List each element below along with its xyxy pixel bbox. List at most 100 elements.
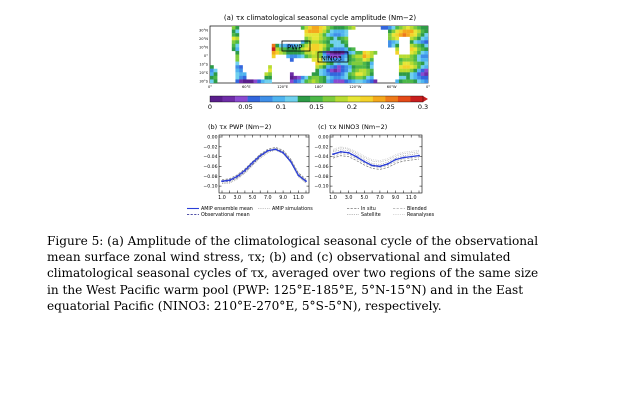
colorbar-tick-labels: 0 0.05 0.1 0.15 0.2 0.25 0.3 xyxy=(208,103,428,111)
map-cell xyxy=(315,61,320,66)
map-cell xyxy=(297,79,301,84)
x-tick-label: 5.0 xyxy=(249,195,257,201)
map-cell xyxy=(420,79,425,84)
legend-label: In situ xyxy=(361,206,376,212)
y-tick-label: 0.00 xyxy=(207,135,217,141)
map-cell xyxy=(417,47,421,52)
map-cell xyxy=(329,26,334,30)
map-cell xyxy=(395,33,400,37)
map-cell xyxy=(235,33,240,37)
x-tick-label: 7.0 xyxy=(264,195,272,201)
map-lat-label: 20°S xyxy=(199,71,208,75)
map-lon-label: 60°E xyxy=(242,85,251,89)
map-cell xyxy=(242,75,247,80)
map-cell xyxy=(293,47,298,52)
pwp-box-label: PWP xyxy=(287,44,302,52)
map-cell xyxy=(333,68,338,73)
map-cell xyxy=(358,72,363,77)
map-cell xyxy=(308,54,312,59)
map-cell xyxy=(362,68,367,73)
map-lat-label: 30°N xyxy=(199,29,208,33)
map-cell xyxy=(358,68,363,73)
map-cell xyxy=(420,47,425,52)
map-cell xyxy=(315,29,320,34)
map-cell xyxy=(413,54,418,59)
map-cell xyxy=(402,65,407,69)
map-cell xyxy=(420,58,425,62)
map-cell xyxy=(304,75,309,80)
map-cell xyxy=(362,79,367,84)
map-cell xyxy=(235,61,240,66)
map-cell xyxy=(402,33,407,37)
colorbar-segment xyxy=(347,96,361,102)
map-cell xyxy=(348,47,352,52)
data-point xyxy=(251,161,254,164)
panel-c-x-ticks: 1.0 3.0 5.0 7.0 9.0 11.0 xyxy=(329,135,420,201)
map-cell xyxy=(424,65,429,69)
map-cell xyxy=(300,50,305,55)
map-cell xyxy=(275,43,280,48)
map-cell xyxy=(391,29,396,34)
map-cell xyxy=(395,43,400,48)
map-cell xyxy=(417,79,421,84)
map-cell xyxy=(239,68,243,73)
map-cell xyxy=(406,75,410,80)
map-cell xyxy=(388,26,392,30)
map-cell xyxy=(344,33,349,37)
map-cell xyxy=(424,43,429,48)
x-tick-label: 7.0 xyxy=(376,195,384,201)
series-line-reanalyses xyxy=(332,146,420,161)
map-cell xyxy=(326,65,331,69)
series-line-amip-ensemble-mean xyxy=(221,148,307,182)
map-cell xyxy=(409,79,414,84)
map-cell xyxy=(337,61,341,66)
map-cell xyxy=(409,36,414,41)
legend-label: AMIP simulations xyxy=(272,206,313,212)
map-cell xyxy=(424,47,429,52)
map-cell xyxy=(424,79,429,84)
map-cell xyxy=(344,36,349,41)
map-cell xyxy=(420,75,425,80)
map-cell xyxy=(326,50,331,55)
y-tick-label: −0.06 xyxy=(203,164,217,170)
map-cell xyxy=(275,47,280,52)
map-cell xyxy=(362,72,367,77)
map-cell xyxy=(289,58,294,62)
map-cell xyxy=(398,68,403,73)
map-cell xyxy=(329,58,334,62)
map-cell xyxy=(268,75,272,80)
map-cell xyxy=(322,68,327,73)
map-cell xyxy=(315,75,320,80)
map-cell xyxy=(344,26,349,30)
map-cell xyxy=(355,54,360,59)
map-cell xyxy=(333,40,338,44)
map-cell xyxy=(329,75,334,80)
map-cell xyxy=(319,26,323,30)
map-lat-label: 20°N xyxy=(199,37,208,41)
map-cell xyxy=(340,40,345,44)
map-cell xyxy=(348,26,352,30)
map-lon-label: 180° xyxy=(315,85,324,89)
map-cell xyxy=(322,65,327,69)
panel-c-series xyxy=(332,146,420,170)
map-cell xyxy=(326,36,331,41)
y-tick-label: −0.08 xyxy=(314,174,328,180)
map-cell xyxy=(210,75,214,80)
map-cell xyxy=(282,47,287,52)
map-cell xyxy=(417,43,421,48)
map-cell xyxy=(239,75,243,80)
map-cell xyxy=(329,36,334,41)
map-cell xyxy=(351,58,356,62)
map-cell xyxy=(413,75,418,80)
map-cell xyxy=(369,75,374,80)
map-cell xyxy=(417,50,421,55)
map-cell xyxy=(308,75,312,80)
map-cell xyxy=(369,50,374,55)
map-cell xyxy=(340,33,345,37)
colorbar-extend-arrow xyxy=(423,96,428,102)
colorbar-tick-label: 0 xyxy=(208,103,212,111)
map-cell xyxy=(413,68,418,73)
map-cell xyxy=(326,40,331,44)
series-line-amip-simulations xyxy=(221,149,307,184)
